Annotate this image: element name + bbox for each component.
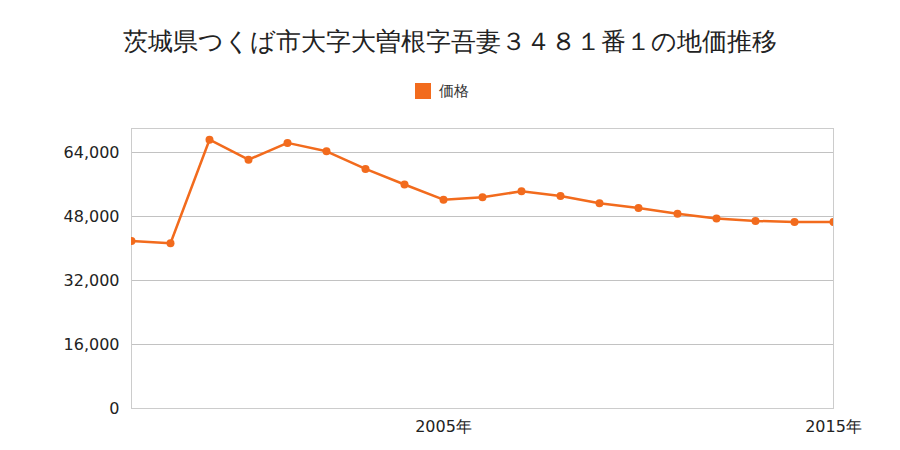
svg-text:2005年: 2005年 bbox=[415, 417, 472, 436]
html-text:価格: 価格 bbox=[439, 81, 469, 100]
svg-text:48,000: 48,000 bbox=[64, 207, 120, 226]
svg-text:0: 0 bbox=[109, 399, 119, 418]
svg-text:64,000: 64,000 bbox=[64, 143, 120, 162]
svg-text:2015年: 2015年 bbox=[805, 417, 862, 436]
html-text:茨城県つくば市大字大曽根字吾妻３４８１番１の地価推移: 茨城県つくば市大字大曽根字吾妻３４８１番１の地価推移 bbox=[123, 27, 777, 56]
svg-text:16,000: 16,000 bbox=[64, 335, 120, 354]
svg-text:32,000: 32,000 bbox=[64, 271, 120, 290]
